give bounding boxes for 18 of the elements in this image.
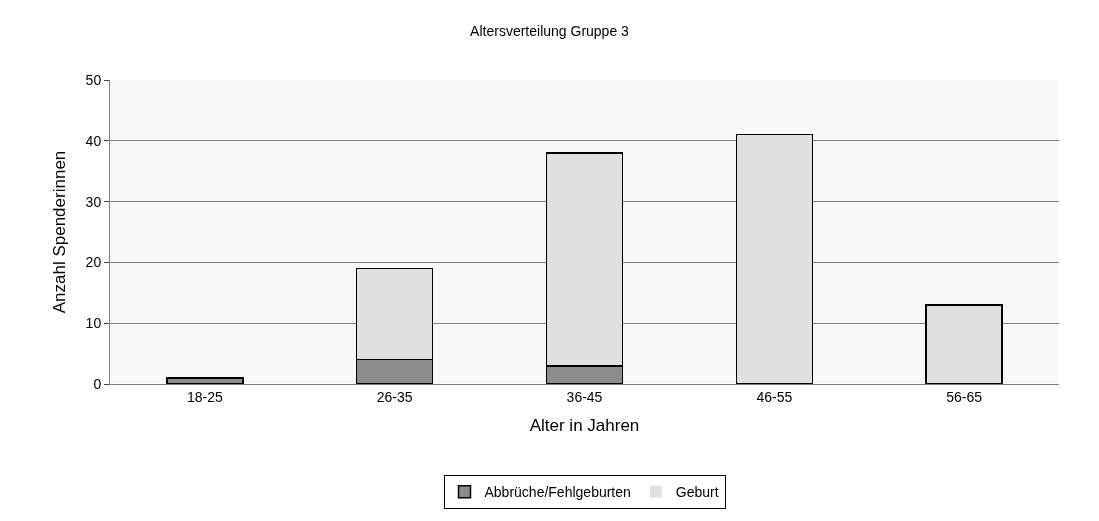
- bar: [925, 304, 1003, 384]
- bar: [735, 133, 814, 384]
- x-axis-title: Alter in Jahren: [529, 416, 640, 436]
- x-tick-label: 46-55: [756, 388, 793, 405]
- chart-title: Altersverteilung Gruppe 3: [470, 22, 630, 39]
- x-tick-label: 26-35: [376, 388, 413, 405]
- y-tick-label: 30: [85, 193, 102, 210]
- x-tick-label: 18-25: [186, 388, 224, 405]
- y-tick-label: 40: [85, 132, 102, 149]
- x-tick-label: 36-45: [566, 388, 603, 405]
- y-tick-label: 0: [93, 375, 102, 392]
- y-tick-label: 50: [85, 71, 102, 88]
- y-tick-label: 20: [85, 254, 102, 271]
- y-tick-label: 10: [85, 315, 102, 332]
- legend-label: Geburt: [675, 484, 719, 501]
- y-axis-title: Anzahl Spenderinnen: [50, 150, 70, 314]
- legend-label: Abbrüche/Fehlgeburten: [484, 484, 631, 501]
- x-tick-label: 56-65: [946, 388, 983, 405]
